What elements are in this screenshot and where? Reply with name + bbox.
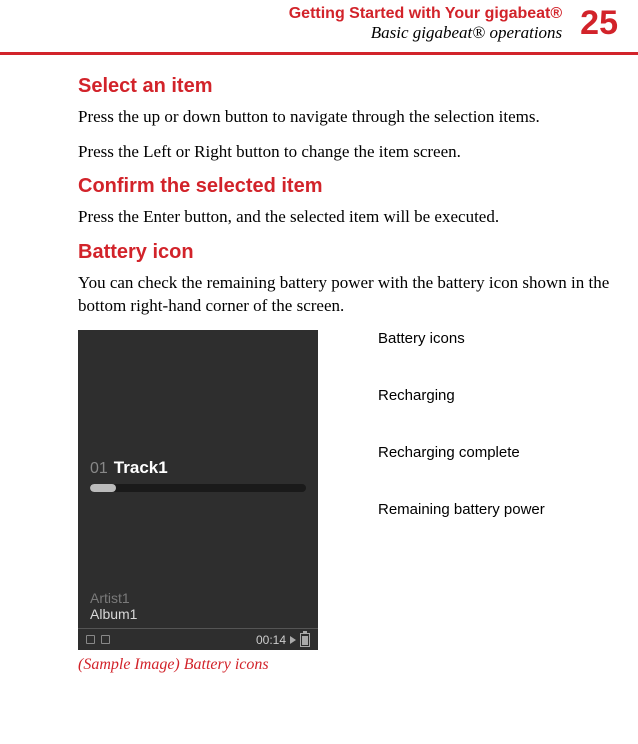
page-header: Getting Started with Your gigabeat® Basi… xyxy=(0,0,638,50)
status-bar: 00:14 xyxy=(78,628,318,650)
track-number: 01 xyxy=(90,460,108,477)
heading-select-item: Select an item xyxy=(78,75,632,98)
track-name: Track1 xyxy=(114,458,168,477)
status-left xyxy=(86,635,110,644)
progress-fill xyxy=(90,484,116,492)
heading-battery: Battery icon xyxy=(78,241,632,264)
para-select-1: Press the up or down button to navigate … xyxy=(78,106,632,129)
figure-row: 01 Track1 Artist1 Album1 00:14 xyxy=(78,330,632,674)
section-title: Basic gigabeat® operations xyxy=(289,23,562,43)
para-battery-1: You can check the remaining battery powe… xyxy=(78,272,632,318)
album-label: Album1 xyxy=(90,606,137,622)
figure-caption: (Sample Image) Battery icons xyxy=(78,656,318,674)
track-area: 01 Track1 xyxy=(90,458,306,492)
heading-confirm: Confirm the selected item xyxy=(78,175,632,198)
battery-icon xyxy=(300,633,310,647)
legend-remaining-power: Remaining battery power xyxy=(378,501,632,518)
battery-legend: Battery icons Recharging Recharging comp… xyxy=(318,330,632,558)
legend-recharging-complete: Recharging complete xyxy=(378,444,632,461)
legend-recharging: Recharging xyxy=(378,387,632,404)
para-select-2: Press the Left or Right button to change… xyxy=(78,141,632,164)
battery-fill xyxy=(302,636,308,644)
device-screenshot: 01 Track1 Artist1 Album1 00:14 xyxy=(78,330,318,650)
track-meta: Artist1 Album1 xyxy=(90,590,137,622)
chapter-title: Getting Started with Your gigabeat® xyxy=(289,4,562,23)
progress-bar xyxy=(90,484,306,492)
page-number: 25 xyxy=(580,4,618,40)
artist-label: Artist1 xyxy=(90,590,137,606)
play-icon xyxy=(290,636,296,644)
status-icon-2 xyxy=(101,635,110,644)
status-icon-1 xyxy=(86,635,95,644)
time-elapsed: 00:14 xyxy=(256,633,286,647)
para-confirm-1: Press the Enter button, and the selected… xyxy=(78,206,632,229)
legend-battery-icons: Battery icons xyxy=(378,330,632,347)
header-titles: Getting Started with Your gigabeat® Basi… xyxy=(289,4,580,44)
page-content: Select an item Press the up or down butt… xyxy=(0,55,638,675)
